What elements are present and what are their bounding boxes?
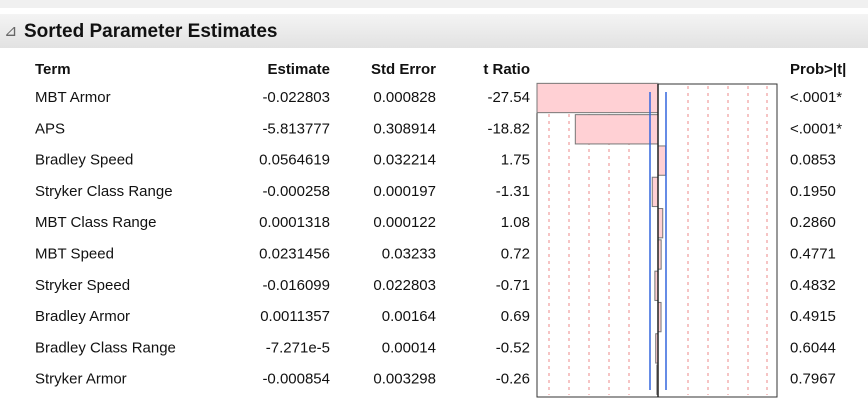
cell-term: MBT Speed (35, 245, 114, 262)
cell-estimate: 0.0564619 (259, 152, 330, 169)
cell-prob: 0.2860 (790, 214, 836, 231)
cell-std-error: 0.003298 (373, 371, 436, 388)
cell-std-error: 0.00164 (382, 308, 436, 325)
cell-prob: <.0001* (790, 120, 842, 137)
cell-t-ratio: 0.69 (501, 308, 530, 325)
cell-estimate: 0.0011357 (260, 308, 330, 325)
column-header: Std Error (371, 61, 436, 78)
cell-estimate: -0.022803 (262, 89, 330, 106)
cell-estimate: -5.813777 (262, 120, 330, 137)
cell-std-error: 0.022803 (373, 277, 436, 294)
section-title: Sorted Parameter Estimates (24, 21, 277, 42)
cell-prob: 0.4915 (790, 308, 836, 325)
cell-prob: 0.6044 (790, 339, 836, 356)
title-bar (0, 14, 868, 48)
cell-estimate: -0.016099 (262, 277, 330, 294)
cell-term: Stryker Armor (35, 371, 127, 388)
cell-prob: <.0001* (790, 89, 842, 106)
column-header: Term (35, 61, 71, 78)
cell-t-ratio: -0.71 (496, 277, 530, 294)
cell-estimate: 0.0231456 (259, 245, 330, 262)
cell-t-ratio: -0.52 (496, 339, 530, 356)
cell-prob: 0.0853 (790, 152, 836, 169)
t-ratio-bar (657, 145, 667, 176)
cell-term: Bradley Armor (35, 308, 130, 325)
cell-prob: 0.1950 (790, 183, 836, 200)
cell-estimate: -7.271e-5 (266, 339, 330, 356)
cell-prob: 0.7967 (790, 371, 836, 388)
t-ratio-bar (536, 82, 659, 114)
column-header: Prob>|t| (790, 61, 846, 78)
cell-t-ratio: 0.72 (501, 245, 530, 262)
cell-std-error: 0.00014 (382, 339, 436, 356)
cell-t-ratio: -1.31 (496, 183, 530, 200)
disclosure-icon[interactable]: ⊿ (4, 23, 17, 40)
cell-std-error: 0.032214 (373, 152, 436, 169)
cell-t-ratio: -0.26 (496, 371, 530, 388)
t-ratio-bar (651, 176, 659, 208)
cell-term: Bradley Speed (35, 152, 133, 169)
column-header: t Ratio (483, 61, 530, 78)
cell-t-ratio: -18.82 (487, 120, 530, 137)
cell-t-ratio: 1.08 (501, 214, 530, 231)
cell-std-error: 0.000197 (373, 183, 436, 200)
cell-term: Stryker Class Range (35, 183, 173, 200)
cell-t-ratio: 1.75 (501, 152, 530, 169)
cell-std-error: 0.000122 (373, 214, 436, 231)
column-header: Estimate (267, 61, 330, 78)
top-strip (0, 0, 868, 8)
cell-prob: 0.4771 (790, 245, 836, 262)
cell-term: Bradley Class Range (35, 339, 176, 356)
cell-term: MBT Class Range (35, 214, 156, 231)
cell-estimate: 0.0001318 (259, 214, 330, 231)
cell-std-error: 0.000828 (373, 89, 436, 106)
cell-prob: 0.4832 (790, 277, 836, 294)
cell-term: APS (35, 120, 65, 137)
cell-term: Stryker Speed (35, 277, 130, 294)
cell-t-ratio: -27.54 (487, 89, 530, 106)
cell-std-error: 0.03233 (382, 245, 436, 262)
t-ratio-bar (574, 114, 659, 145)
cell-term: MBT Armor (35, 89, 111, 106)
cell-estimate: -0.000258 (262, 183, 330, 200)
cell-estimate: -0.000854 (262, 371, 330, 388)
cell-std-error: 0.308914 (373, 120, 436, 137)
